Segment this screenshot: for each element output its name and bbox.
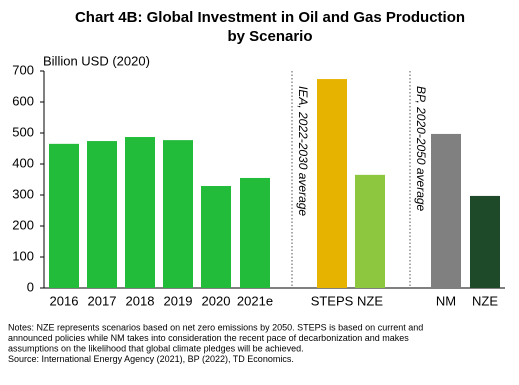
x-tick-label: 2021e [237, 293, 273, 308]
bar [163, 140, 193, 288]
y-tick-label: 700 [12, 62, 34, 77]
x-tick-label: NM [436, 293, 456, 308]
note: Source: International Energy Agency (202… [8, 354, 294, 364]
y-tick-label: 500 [12, 124, 34, 139]
x-tick-label: STEPS [311, 293, 354, 308]
x-tick-label: NZE [472, 293, 498, 308]
note: announced policies while NM takes into c… [8, 333, 409, 343]
bar [87, 141, 117, 288]
annotation: BP, 2020-2050 average [414, 86, 428, 212]
x-tick-label: 2019 [164, 293, 193, 308]
x-tick-label: NZE [357, 293, 383, 308]
annotation: IEA, 2022-2030 average [296, 86, 310, 216]
chart-title: Chart 4B: Global Investment in Oil and G… [75, 9, 465, 26]
note: assumptions on the likelihood that globa… [8, 343, 304, 353]
y-tick-label: 600 [12, 93, 34, 108]
bar [125, 137, 155, 288]
y-tick-label: 300 [12, 186, 34, 201]
y-tick-label: 100 [12, 248, 34, 263]
y-tick-label: 400 [12, 155, 34, 170]
bar [317, 79, 347, 288]
chart-title: by Scenario [227, 28, 312, 45]
bar [431, 133, 461, 288]
bar [201, 186, 231, 288]
bar [49, 143, 79, 288]
x-tick-label: 2020 [202, 293, 231, 308]
x-tick-label: 2017 [88, 293, 117, 308]
bar [355, 174, 385, 288]
bar [470, 195, 500, 288]
y-axis-label: Billion USD (2020) [43, 53, 150, 68]
y-tick-label: 200 [12, 217, 34, 232]
note: Notes: NZE represents scenarios based on… [8, 322, 423, 332]
x-tick-label: 2018 [126, 293, 155, 308]
y-tick-label: 0 [27, 279, 34, 294]
bar [240, 177, 270, 288]
x-tick-label: 2016 [50, 293, 79, 308]
